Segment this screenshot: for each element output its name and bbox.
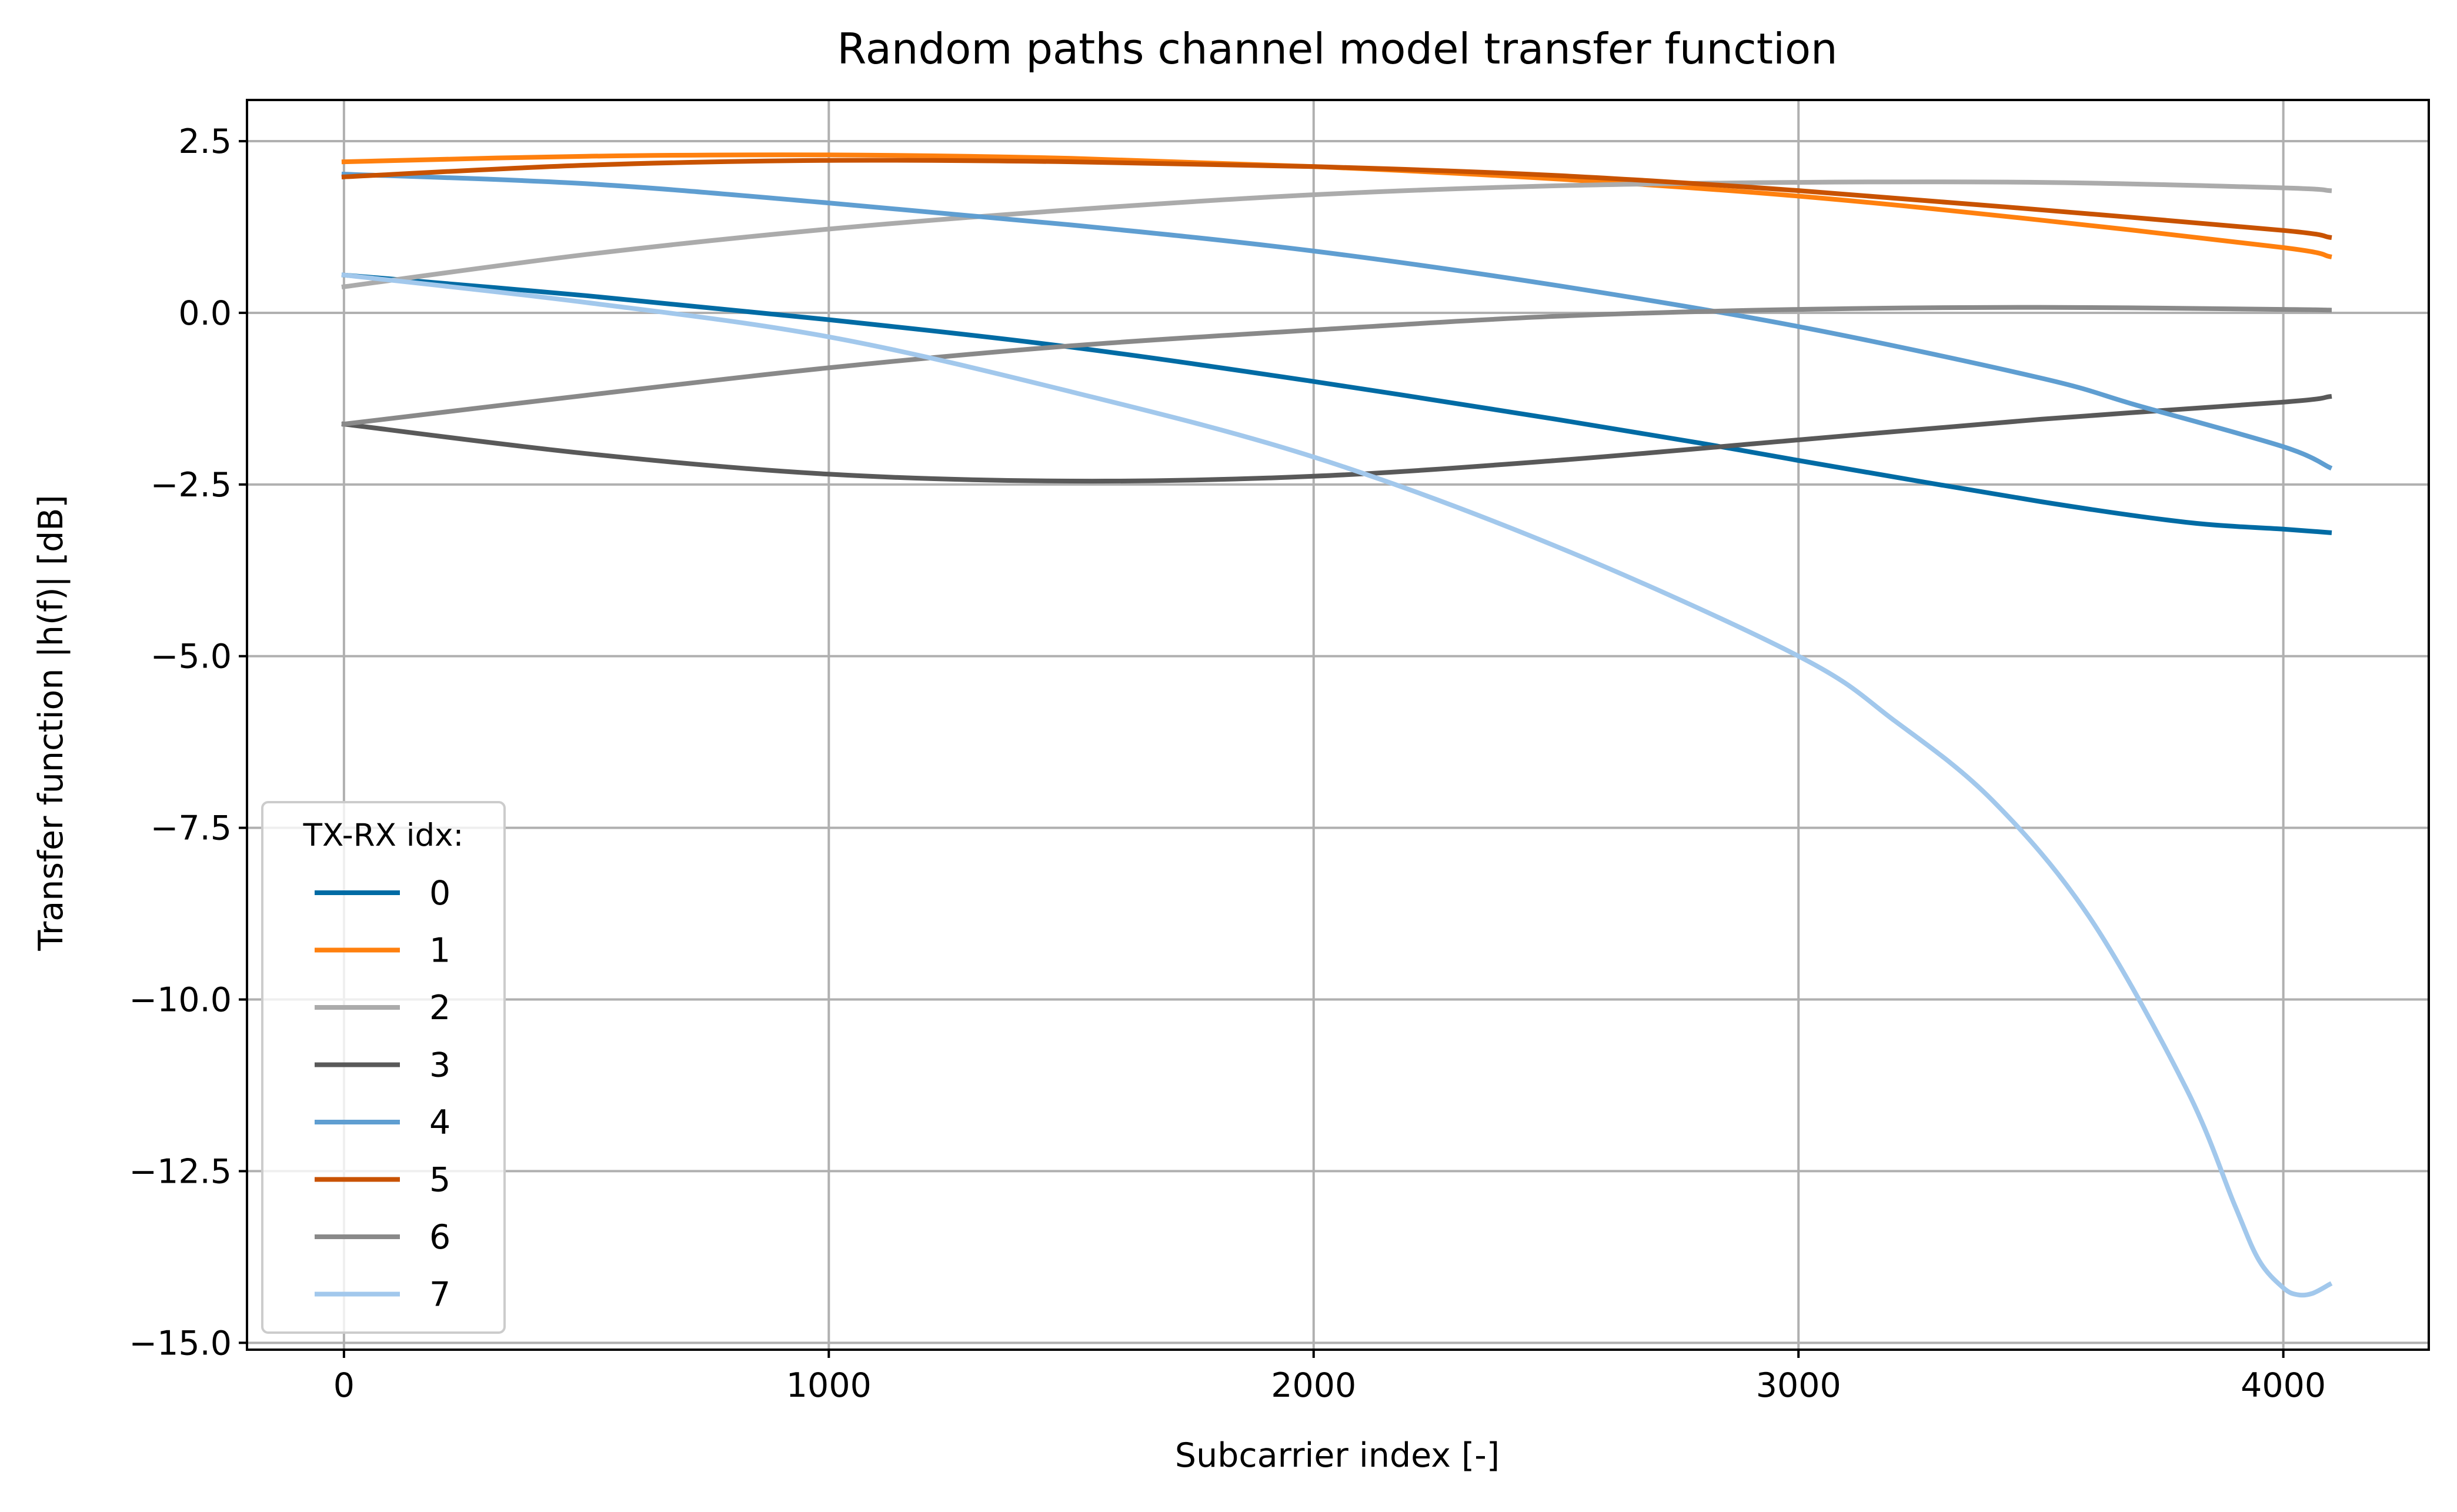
legend-label-7: 7 [429,1276,450,1314]
legend: TX-RX idx: 0 1 2 3 4 5 6 7 [261,801,506,1334]
series-line-6 [341,305,2332,427]
grid-lines [247,100,2429,1350]
legend-label-2: 2 [429,989,450,1027]
y-tick-label: −7.5 [151,809,232,848]
y-axis-ticks: 2.5 0.0 −2.5 −5.0 −7.5 −10.0 −12.5 −15.0 [129,122,247,1363]
series-line-4 [341,171,2333,470]
legend-title: TX-RX idx: [303,817,464,853]
series-lines [341,152,2333,1298]
legend-box [261,801,506,1334]
x-tick-label: 3000 [1756,1366,1841,1405]
x-axis-ticks: 0 1000 2000 3000 4000 [333,1350,2326,1405]
x-tick-label: 1000 [786,1366,872,1405]
x-tick-label: 2000 [1271,1366,1356,1405]
legend-label-3: 3 [429,1046,450,1085]
legend-label-1: 1 [429,932,450,970]
x-tick-label: 0 [333,1366,355,1405]
legend-label-0: 0 [429,874,450,913]
x-tick-label: 4000 [2241,1366,2326,1405]
series-line-5 [341,158,2332,241]
y-tick-label: −2.5 [151,466,232,505]
chart-title: Random paths channel model transfer func… [837,24,1837,74]
y-tick-label: 2.5 [178,122,232,161]
y-tick-label: −12.5 [129,1152,232,1191]
y-axis-label: Transfer function |h(f)| [dB] [32,495,71,951]
x-axis-label: Subcarrier index [-] [1175,1436,1500,1475]
y-tick-label: −5.0 [151,637,232,676]
legend-label-6: 6 [429,1218,450,1257]
legend-label-5: 5 [429,1161,450,1200]
series-line-2 [341,179,2332,290]
plot-frame [246,99,2430,1351]
series-line-7 [341,272,2333,1298]
series-line-0 [341,272,2332,535]
y-tick-label: 0.0 [178,294,232,333]
y-tick-label: −10.0 [129,981,232,1020]
legend-label-4: 4 [429,1103,450,1142]
y-tick-label: −15.0 [129,1324,232,1363]
series-line-3 [341,393,2332,484]
